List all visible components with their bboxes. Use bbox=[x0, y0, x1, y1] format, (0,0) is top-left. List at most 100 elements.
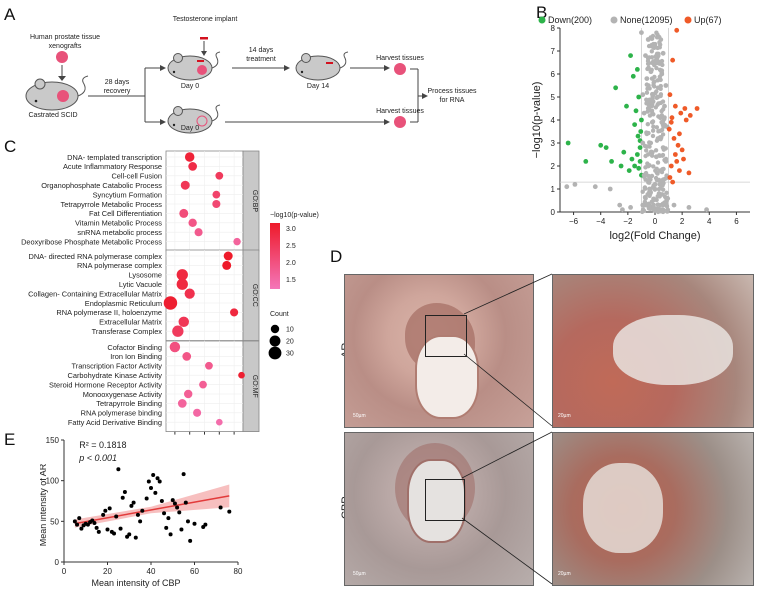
corr-point bbox=[127, 532, 131, 536]
ar-zoom-box bbox=[425, 315, 467, 357]
harvest-bottom-label: Harvest tissues bbox=[368, 108, 432, 115]
legend-marker-0 bbox=[539, 17, 546, 24]
volcano-point-down bbox=[636, 95, 641, 100]
corr-y-tick-label: 0 bbox=[55, 558, 60, 567]
corr-point bbox=[203, 523, 207, 527]
volcano-point-down bbox=[566, 141, 571, 146]
castrated-mouse-icon bbox=[26, 76, 88, 110]
corr-point bbox=[175, 506, 179, 510]
volcano-point-none bbox=[573, 182, 578, 187]
volcano-point-none bbox=[661, 177, 666, 182]
go-dot bbox=[222, 261, 231, 270]
volcano-point-none bbox=[642, 173, 647, 178]
volcano-point-none bbox=[650, 44, 655, 49]
y-axis-label: −log10(p-value) bbox=[531, 82, 543, 159]
none-density-dot bbox=[661, 187, 665, 191]
go-term-label: DNA- directed RNA polymerase complex bbox=[29, 252, 163, 261]
corr-x-tick-label: 20 bbox=[103, 567, 112, 576]
harvested-tissue-icon-bottom bbox=[394, 116, 406, 128]
go-dot bbox=[216, 419, 223, 426]
x-tick-label: 4 bbox=[707, 217, 712, 226]
x-tick-label: 2 bbox=[680, 217, 685, 226]
volcano-point-down bbox=[636, 134, 641, 139]
volcano-point-down bbox=[636, 166, 641, 171]
y-tick-label: 0 bbox=[551, 208, 556, 217]
none-density-dot bbox=[656, 202, 660, 206]
treated-mouse-icon bbox=[168, 52, 220, 80]
size-legend-label: 30 bbox=[286, 351, 294, 358]
corr-point bbox=[184, 501, 188, 505]
corr-point bbox=[95, 526, 99, 530]
corr-point bbox=[193, 522, 197, 526]
none-density-dot bbox=[660, 63, 664, 67]
harvest-top-label: Harvest tissues bbox=[368, 55, 432, 62]
corr-point bbox=[158, 479, 162, 483]
corr-point bbox=[97, 530, 101, 534]
none-density-dot bbox=[646, 59, 650, 63]
volcano-point-none bbox=[653, 182, 658, 187]
volcano-point-none bbox=[620, 207, 625, 212]
volcano-point-none bbox=[647, 99, 652, 104]
corr-point bbox=[106, 527, 110, 531]
volcano-point-down bbox=[583, 159, 588, 164]
day0-top-label: Day 0 bbox=[170, 83, 210, 90]
volcano-point-up bbox=[695, 106, 700, 111]
volcano-point-down bbox=[632, 122, 637, 127]
corr-point bbox=[136, 513, 140, 517]
volcano-plot: Down(200) None(12095) Up(67) −6 −4 −2 0 2 4 6 0 1 2 3… bbox=[528, 10, 758, 255]
cbp-tissue-image: 50µm bbox=[344, 432, 534, 586]
none-density-dot bbox=[656, 101, 660, 105]
none-density-dot bbox=[659, 109, 663, 113]
none-density-dot bbox=[640, 210, 644, 214]
process-label: Process tissues for RNA bbox=[426, 87, 478, 105]
volcano-point-none bbox=[654, 154, 659, 159]
go-dot bbox=[164, 296, 177, 309]
go-dotplot: GO:BPDNA- templated transcriptionAcute I… bbox=[0, 145, 330, 435]
go-term-label: Fat Cell Differentiation bbox=[89, 209, 162, 218]
corr-point bbox=[219, 506, 223, 510]
none-density-dot bbox=[662, 115, 666, 119]
corr-x-tick-label: 80 bbox=[234, 567, 243, 576]
go-dot bbox=[185, 288, 195, 298]
volcano-point-none bbox=[608, 187, 613, 192]
x-tick-label: −6 bbox=[569, 217, 579, 226]
go-term-label: Collagen- Containing Extracellular Matri… bbox=[28, 289, 162, 298]
corr-point bbox=[227, 510, 231, 514]
volcano-point-none bbox=[655, 95, 660, 100]
x-tick-label: −4 bbox=[596, 217, 606, 226]
none-density-dot bbox=[645, 86, 649, 90]
corr-point bbox=[140, 509, 144, 513]
go-term-label: RNA polymerase complex bbox=[77, 261, 162, 270]
volcano-point-up bbox=[680, 148, 685, 153]
volcano-point-none bbox=[654, 60, 659, 65]
volcano-point-up bbox=[672, 136, 677, 141]
corr-point bbox=[164, 526, 168, 530]
volcano-point-down bbox=[638, 145, 643, 150]
size-legend-dot bbox=[270, 336, 281, 347]
go-term-label: Vitamin Metabolic Process bbox=[75, 219, 162, 228]
none-density-dot bbox=[655, 178, 659, 182]
go-term-label: Organophosphate Catabolic Process bbox=[41, 181, 162, 190]
corr-point bbox=[169, 532, 173, 536]
volcano-point-none bbox=[661, 51, 666, 56]
go-dot bbox=[238, 372, 245, 379]
recovery-label: 28 days recovery bbox=[94, 78, 140, 96]
go-dot bbox=[178, 399, 187, 408]
volcano-point-none bbox=[672, 203, 677, 208]
corr-point bbox=[73, 519, 77, 523]
harvested-tissue-icon-top bbox=[394, 63, 406, 75]
volcano-point-down bbox=[609, 159, 614, 164]
volcano-point-down bbox=[613, 85, 618, 90]
size-legend-dot bbox=[269, 347, 282, 360]
go-term-label: Tetrapyrrole Binding bbox=[96, 399, 162, 408]
volcano-point-down bbox=[632, 164, 637, 169]
none-density-dot bbox=[647, 180, 651, 184]
none-density-dot bbox=[656, 160, 660, 164]
go-term-label: RNA polymerase II, holoenzyme bbox=[56, 308, 162, 317]
volcano-point-none bbox=[650, 120, 655, 125]
volcano-point-down bbox=[619, 164, 624, 169]
go-term-label: Monooxygenase Activity bbox=[83, 390, 163, 399]
go-dot bbox=[172, 326, 183, 337]
volcano-point-up bbox=[677, 168, 682, 173]
volcano-point-up bbox=[684, 118, 689, 123]
